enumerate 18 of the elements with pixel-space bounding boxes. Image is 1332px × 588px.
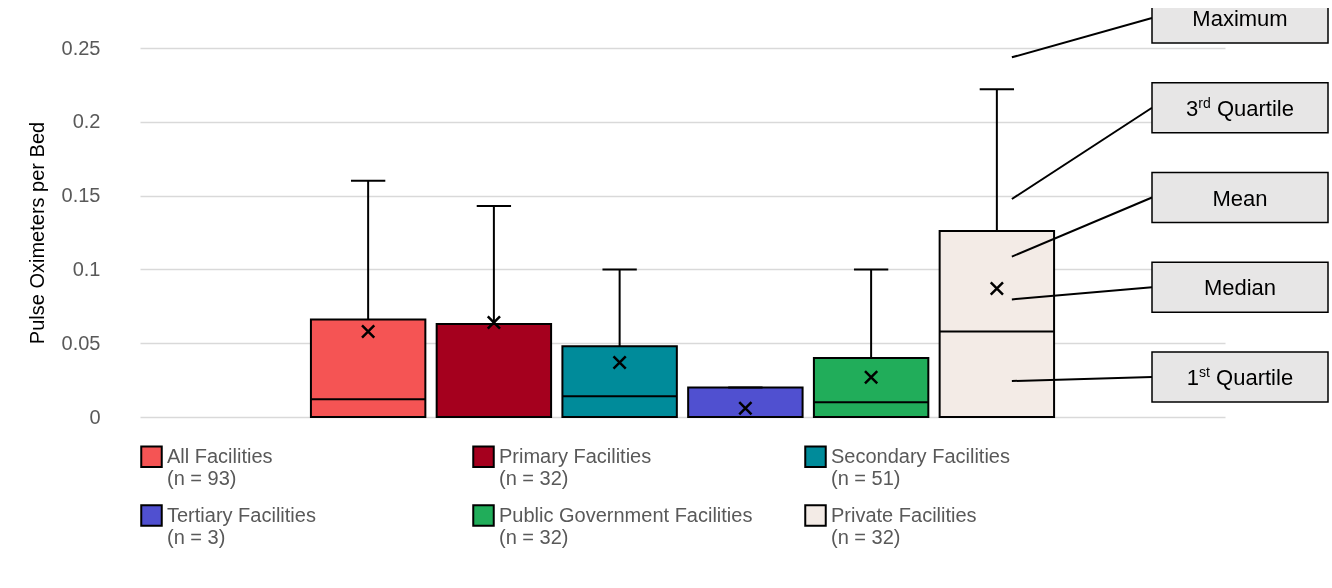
y-tick-label: 0.2 — [72, 110, 101, 133]
annotation: 1$^{st}$ Quartile — [1186, 364, 1294, 390]
y-tick-label: 0.1 — [72, 257, 101, 280]
y-tick-label: 0.05 — [61, 331, 101, 354]
annotation: Median — [1203, 275, 1277, 301]
y-tick-label: 0.15 — [61, 184, 101, 207]
legend-label: Primary Facilities (n = 32) — [499, 444, 652, 489]
y-axis-title: Pulse Oximeters per Bed — [25, 121, 48, 345]
y-tick-label: 0 — [89, 405, 101, 428]
legend-label: Tertiary Facilities (n = 3) — [167, 503, 316, 548]
legend-label: Public Government Facilities (n = 32) — [499, 503, 753, 548]
legend-label: Private Facilities (n = 32) — [831, 503, 977, 548]
text: Maximum — [1192, 6, 1288, 31]
legend-label: All Facilities (n = 93) — [167, 444, 273, 489]
legend-label: Secondary Facilities (n = 51) — [831, 444, 1010, 489]
y-tick-label: 0.25 — [61, 36, 101, 59]
annotation: 3$^{rd}$ Quartile — [1186, 94, 1294, 121]
annotation: Mean — [1212, 185, 1268, 211]
